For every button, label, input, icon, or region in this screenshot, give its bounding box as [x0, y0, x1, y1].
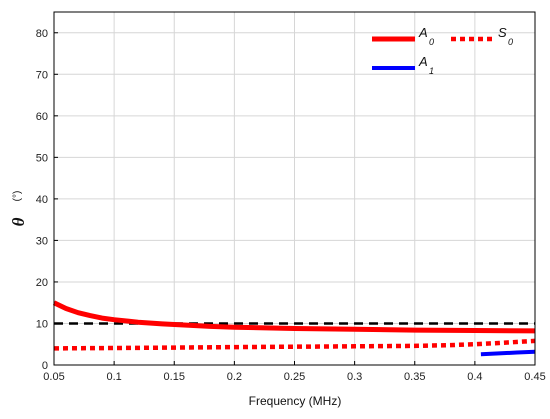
- series-group: [52, 300, 536, 357]
- y-tick-label: 60: [36, 111, 48, 123]
- y-tick-label: 50: [36, 152, 48, 164]
- x-tick-label: 0.4: [467, 371, 482, 383]
- y-tick-label: 30: [36, 235, 48, 247]
- y-tick-label: 80: [36, 28, 48, 40]
- y-tick-labels: 0 10 20 30 40 50 60 70 80: [36, 28, 48, 372]
- y-axis-label: θ: [9, 217, 28, 226]
- x-tick-label: 0.15: [164, 371, 185, 383]
- legend-label-subscript: 0: [508, 37, 513, 47]
- grid: [53, 12, 536, 366]
- legend-label-subscript: 1: [429, 66, 434, 76]
- y-axis-unit: (°): [12, 191, 23, 202]
- series-line-s0-dotted: [53, 338, 536, 351]
- x-tick-labels: 0.05 0.1 0.15 0.2 0.25 0.3 0.35 0.4 0.45: [43, 371, 545, 383]
- x-tick-label: 0.05: [43, 371, 64, 383]
- y-axis-label-group: θ (°): [9, 191, 28, 227]
- x-tick-label: 0.1: [106, 371, 121, 383]
- legend-label: A: [418, 54, 428, 69]
- plot-frame: [53, 11, 536, 366]
- x-tick-label: 0.35: [404, 371, 425, 383]
- x-tick-label: 0.2: [227, 371, 242, 383]
- x-axis-label: Frequency (MHz): [249, 394, 342, 408]
- legend-label-subscript: 0: [429, 37, 434, 47]
- x-tick-label: 0.25: [284, 371, 305, 383]
- series-line-a0: [52, 300, 536, 334]
- x-tick-label: 0.45: [524, 371, 545, 383]
- series-line-a1: [480, 349, 536, 357]
- y-tick-label: 40: [36, 194, 48, 206]
- legend-label: A: [418, 25, 428, 40]
- x-tick-label: 0.3: [347, 371, 362, 383]
- legend-label: S: [498, 25, 507, 40]
- y-tick-label: 70: [36, 69, 48, 81]
- y-tick-label: 10: [36, 318, 48, 330]
- y-tick-label: 0: [42, 360, 48, 372]
- y-tick-label: 20: [36, 277, 48, 289]
